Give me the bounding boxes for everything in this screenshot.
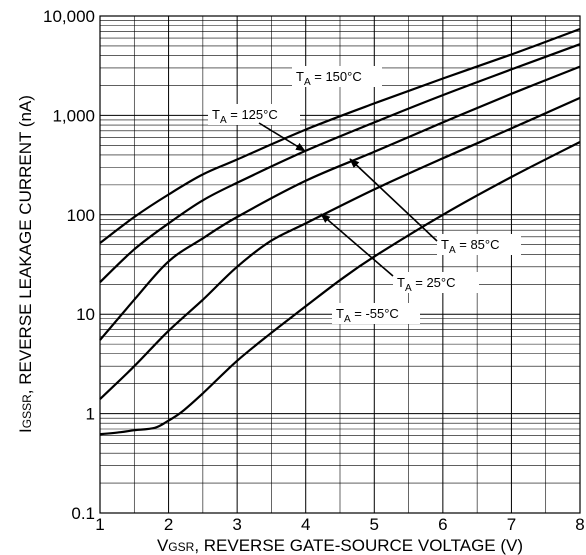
series-annotation-label: TA = 150°C	[296, 69, 362, 88]
curve-150c	[99, 27, 581, 244]
annotation-backing	[292, 66, 382, 87]
annotations: TA = 150°C TA = 125°C TA = 85°C TA = 25°C TA…	[208, 66, 521, 325]
series-annotation-label: TA = 25°C	[397, 275, 456, 294]
x-tick-label: 3	[232, 515, 241, 534]
y-tick-label: 1,000	[52, 106, 95, 125]
y-tick-label: 0.1	[71, 504, 95, 523]
annotation-arrow	[258, 122, 306, 152]
y-tick-label: 100	[67, 206, 95, 225]
x-tick-label: 7	[507, 515, 516, 534]
x-tick-label: 8	[575, 515, 584, 534]
x-tick-label: 6	[438, 515, 447, 534]
x-tick-label: 4	[301, 515, 310, 534]
annotation-arrow	[349, 158, 438, 242]
x-axis-label: VGSR, REVERSE GATE-SOURCE VOLTAGE (V)	[157, 536, 523, 555]
y-axis-label: IGSSR, REVERSE LEAKAGE CURRENT (nA)	[16, 95, 35, 433]
curve-125c	[99, 43, 581, 283]
curve-25c	[99, 96, 581, 400]
series-annotation-label: TA = 125°C	[212, 107, 278, 126]
curve-minus55c	[99, 141, 581, 436]
series-annotation-label: TA = 85°C	[441, 237, 500, 256]
grid	[99, 16, 581, 514]
x-tick-label: 2	[164, 515, 173, 534]
curves	[99, 27, 581, 436]
annotation-backing	[393, 272, 479, 293]
x-tick-label: 5	[370, 515, 379, 534]
annotation-backing	[437, 234, 521, 255]
y-tick-label: 1	[86, 405, 95, 424]
y-tick-label: 10	[76, 305, 95, 324]
annotation-backing	[332, 303, 420, 324]
plot-frame	[99, 15, 581, 514]
series-annotation-label: TA = -55°C	[336, 306, 399, 325]
annotation-arrow	[320, 213, 394, 277]
annotation-backing	[208, 104, 300, 125]
y-tick-label: 10,000	[43, 7, 95, 26]
x-tick-label: 1	[95, 515, 104, 534]
curve-85c	[99, 65, 581, 341]
